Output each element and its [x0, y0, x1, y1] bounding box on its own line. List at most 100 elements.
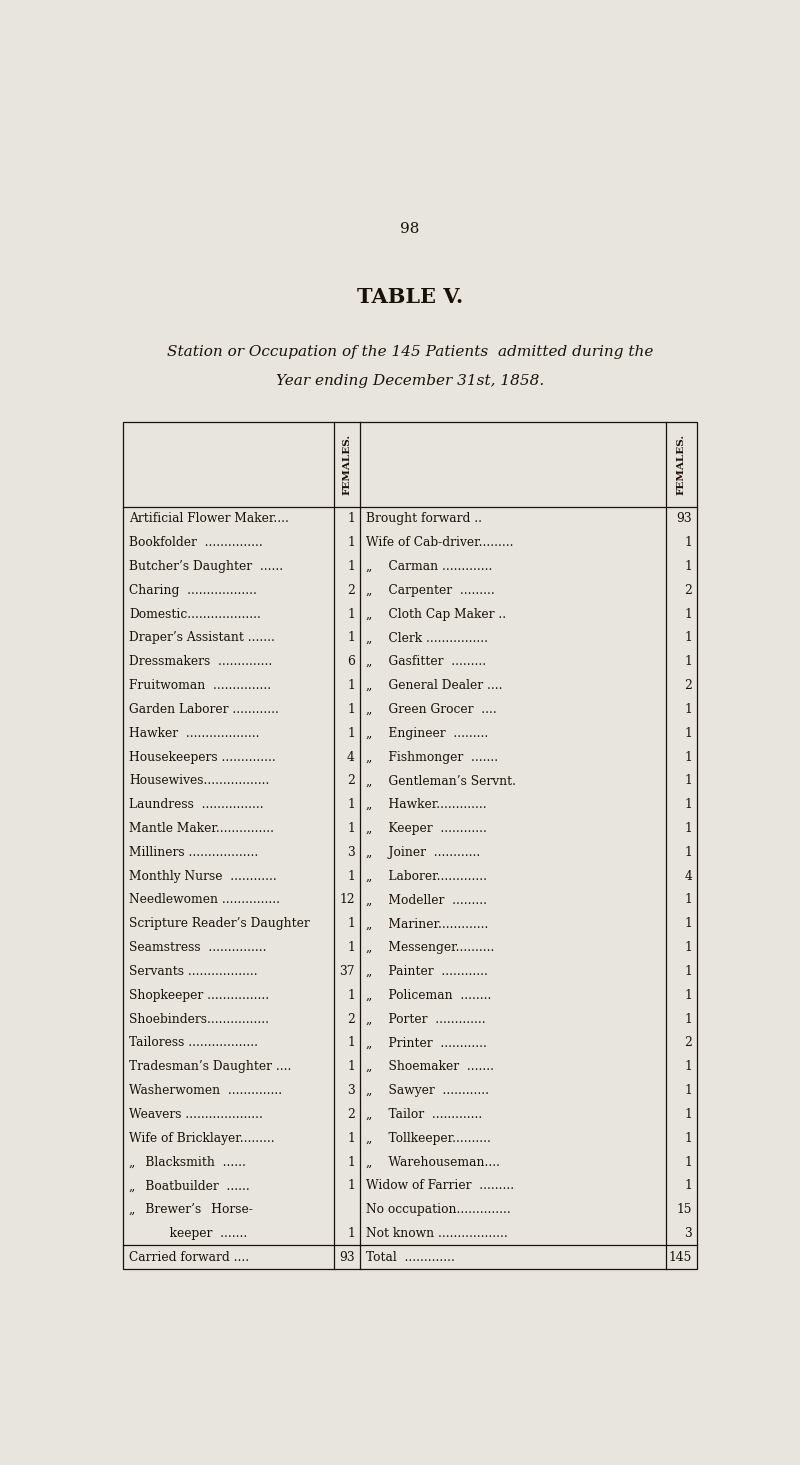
- Text: „  Brewer’s  Horse-: „ Brewer’s Horse-: [130, 1203, 254, 1216]
- Text: Not known ..................: Not known ..................: [366, 1228, 507, 1239]
- Text: No occupation..............: No occupation..............: [366, 1203, 510, 1216]
- Text: 2: 2: [347, 775, 355, 787]
- Text: „  Sawyer  ............: „ Sawyer ............: [366, 1084, 489, 1097]
- Text: Draper’s Assistant .......: Draper’s Assistant .......: [130, 631, 275, 645]
- Text: 1: 1: [347, 513, 355, 526]
- Text: 1: 1: [347, 1036, 355, 1049]
- Text: Wife of Bricklayer.........: Wife of Bricklayer.........: [130, 1131, 275, 1144]
- Text: Washerwomen  ..............: Washerwomen ..............: [130, 1084, 282, 1097]
- Text: „  Tailor  .............: „ Tailor .............: [366, 1108, 482, 1121]
- Text: „  Tollkeeper..........: „ Tollkeeper..........: [366, 1131, 490, 1144]
- Text: Garden Laborer ............: Garden Laborer ............: [130, 703, 279, 716]
- Text: „  Fishmonger  .......: „ Fishmonger .......: [366, 750, 498, 763]
- Text: 1: 1: [347, 917, 355, 930]
- Text: 1: 1: [684, 941, 692, 954]
- Text: 4: 4: [684, 870, 692, 882]
- Text: Hawker  ...................: Hawker ...................: [130, 727, 260, 740]
- Text: „  Warehouseman....: „ Warehouseman....: [366, 1156, 500, 1169]
- Text: 1: 1: [347, 1131, 355, 1144]
- Text: 1: 1: [347, 1179, 355, 1193]
- Text: 1: 1: [684, 536, 692, 549]
- Text: „  Laborer.............: „ Laborer.............: [366, 870, 487, 882]
- Text: 1: 1: [347, 1228, 355, 1239]
- Text: Dressmakers  ..............: Dressmakers ..............: [130, 655, 273, 668]
- Text: Weavers ....................: Weavers ....................: [130, 1108, 263, 1121]
- Text: 98: 98: [400, 223, 420, 236]
- Text: „  Blacksmith  ......: „ Blacksmith ......: [130, 1156, 246, 1169]
- Text: 1: 1: [684, 965, 692, 979]
- Text: 1: 1: [684, 560, 692, 573]
- Text: 37: 37: [339, 965, 355, 979]
- Text: „  Joiner  ............: „ Joiner ............: [366, 845, 480, 858]
- Text: Total  .............: Total .............: [366, 1251, 454, 1264]
- Text: 6: 6: [347, 655, 355, 668]
- Text: Shopkeeper ................: Shopkeeper ................: [130, 989, 270, 1002]
- Text: „  Cloth Cap Maker ..: „ Cloth Cap Maker ..: [366, 608, 506, 621]
- Text: keeper  .......: keeper .......: [130, 1228, 248, 1239]
- Text: 93: 93: [339, 1251, 355, 1264]
- Text: „  Painter  ............: „ Painter ............: [366, 965, 488, 979]
- Text: 1: 1: [684, 1012, 692, 1026]
- Text: 1: 1: [684, 1156, 692, 1169]
- Text: FEMALES.: FEMALES.: [342, 434, 351, 495]
- Bar: [123, 422, 697, 1269]
- Text: Servants ..................: Servants ..................: [130, 965, 258, 979]
- Text: 2: 2: [684, 583, 692, 596]
- Text: 93: 93: [677, 513, 692, 526]
- Text: „  Policeman  ........: „ Policeman ........: [366, 989, 491, 1002]
- Text: 1: 1: [347, 608, 355, 621]
- Text: 1: 1: [347, 631, 355, 645]
- Text: 1: 1: [684, 917, 692, 930]
- Text: Domestic...................: Domestic...................: [130, 608, 262, 621]
- Text: 1: 1: [347, 870, 355, 882]
- Text: 1: 1: [347, 1156, 355, 1169]
- Text: 1: 1: [684, 1179, 692, 1193]
- Text: 1: 1: [347, 1061, 355, 1074]
- Text: 1: 1: [684, 631, 692, 645]
- Text: Monthly Nurse  ............: Monthly Nurse ............: [130, 870, 277, 882]
- Text: 1: 1: [684, 1131, 692, 1144]
- Text: 1: 1: [347, 798, 355, 812]
- Text: 1: 1: [347, 560, 355, 573]
- Text: „  Shoemaker  .......: „ Shoemaker .......: [366, 1061, 494, 1074]
- Text: FEMALES.: FEMALES.: [677, 434, 686, 495]
- Text: Scripture Reader’s Daughter: Scripture Reader’s Daughter: [130, 917, 310, 930]
- Text: 2: 2: [347, 1108, 355, 1121]
- Text: 1: 1: [684, 727, 692, 740]
- Text: 4: 4: [347, 750, 355, 763]
- Text: „  Hawker.............: „ Hawker.............: [366, 798, 486, 812]
- Text: „  Boatbuilder  ......: „ Boatbuilder ......: [130, 1179, 250, 1193]
- Text: Housewives.................: Housewives.................: [130, 775, 270, 787]
- Text: TABLE V.: TABLE V.: [357, 287, 463, 308]
- Text: 1: 1: [684, 822, 692, 835]
- Text: 15: 15: [677, 1203, 692, 1216]
- Text: 1: 1: [684, 608, 692, 621]
- Text: 1: 1: [347, 680, 355, 691]
- Text: Seamstress  ...............: Seamstress ...............: [130, 941, 267, 954]
- Text: 145: 145: [669, 1251, 692, 1264]
- Text: „  Carpenter  .........: „ Carpenter .........: [366, 583, 494, 596]
- Text: Charing  ..................: Charing ..................: [130, 583, 258, 596]
- Text: 1: 1: [347, 941, 355, 954]
- Text: „  Messenger..........: „ Messenger..........: [366, 941, 494, 954]
- Text: „  General Dealer ....: „ General Dealer ....: [366, 680, 502, 691]
- Text: „  Carman .............: „ Carman .............: [366, 560, 492, 573]
- Text: 1: 1: [684, 1084, 692, 1097]
- Text: Station or Occupation of the 145 Patients  admitted during the: Station or Occupation of the 145 Patient…: [167, 346, 653, 359]
- Text: Tailoress ..................: Tailoress ..................: [130, 1036, 258, 1049]
- Text: „  Mariner.............: „ Mariner.............: [366, 917, 488, 930]
- Text: 12: 12: [339, 894, 355, 907]
- Text: Needlewomen ...............: Needlewomen ...............: [130, 894, 281, 907]
- Text: Fruitwoman  ...............: Fruitwoman ...............: [130, 680, 271, 691]
- Text: „  Green Grocer  ....: „ Green Grocer ....: [366, 703, 497, 716]
- Text: „  Gasfitter  .........: „ Gasfitter .........: [366, 655, 486, 668]
- Text: Bookfolder  ...............: Bookfolder ...............: [130, 536, 263, 549]
- Text: Wife of Cab-driver.........: Wife of Cab-driver.........: [366, 536, 514, 549]
- Text: 3: 3: [347, 1084, 355, 1097]
- Text: 1: 1: [684, 703, 692, 716]
- Text: Mantle Maker...............: Mantle Maker...............: [130, 822, 274, 835]
- Text: 3: 3: [347, 845, 355, 858]
- Text: 1: 1: [684, 894, 692, 907]
- Text: Year ending December 31st, 1858.: Year ending December 31st, 1858.: [276, 375, 544, 388]
- Text: „  Clerk ................: „ Clerk ................: [366, 631, 488, 645]
